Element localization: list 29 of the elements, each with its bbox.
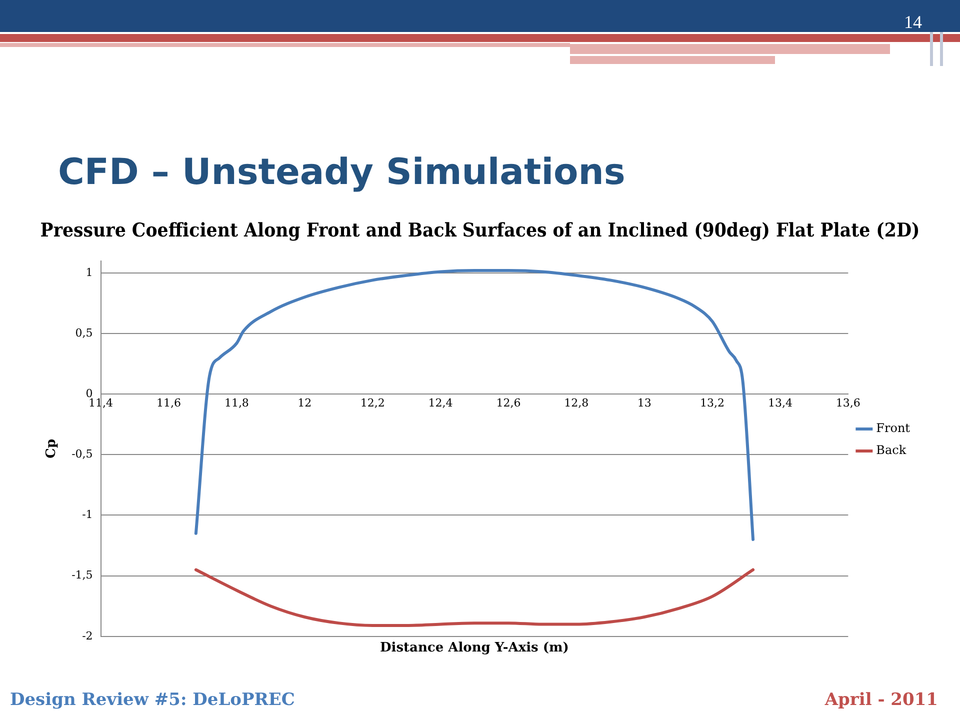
y-tick-label: -0,5: [72, 448, 93, 461]
x-axis-title: Distance Along Y-Axis (m): [380, 640, 569, 656]
chart-title: Pressure Coefficient Along Front and Back Surfaces of an Inclined (90deg) Flat Plate (2D): [40, 220, 920, 242]
y-tick-label: -1,5: [72, 568, 93, 582]
y-tick-label: -1: [82, 508, 93, 522]
legend-label: Front: [876, 421, 910, 436]
x-tick-label: 12: [298, 396, 312, 410]
x-tick-label: 13,4: [768, 396, 792, 410]
x-tick-label: 11,8: [224, 396, 249, 410]
line-series: [194, 268, 755, 541]
x-tick-label: 12,2: [360, 396, 385, 410]
x-tick-label: 11,4: [88, 396, 114, 410]
y-tick-label: -2: [82, 629, 93, 642]
text: 14: [904, 12, 922, 33]
text: April - 2011: [824, 690, 938, 710]
legend-label: Back: [876, 443, 907, 458]
text: CFD – Unsteady Simulations: [58, 152, 626, 193]
text: Design Review #5: DeLoPREC: [10, 690, 295, 710]
y-tick-label: 1: [86, 266, 93, 279]
x-tick-label: 13,6: [836, 396, 860, 410]
x-tick-label: 12,6: [496, 396, 521, 410]
y-axis-title: Cp: [44, 438, 60, 458]
y-tick-label: 0,5: [75, 326, 93, 340]
x-tick-label: 12,4: [428, 396, 453, 410]
line-series: [194, 568, 755, 627]
x-tick-label: 11,6: [156, 396, 181, 410]
x-tick-label: 13,2: [700, 396, 725, 410]
x-tick-label: 13: [637, 396, 652, 410]
x-tick-label: 12,8: [564, 396, 589, 410]
